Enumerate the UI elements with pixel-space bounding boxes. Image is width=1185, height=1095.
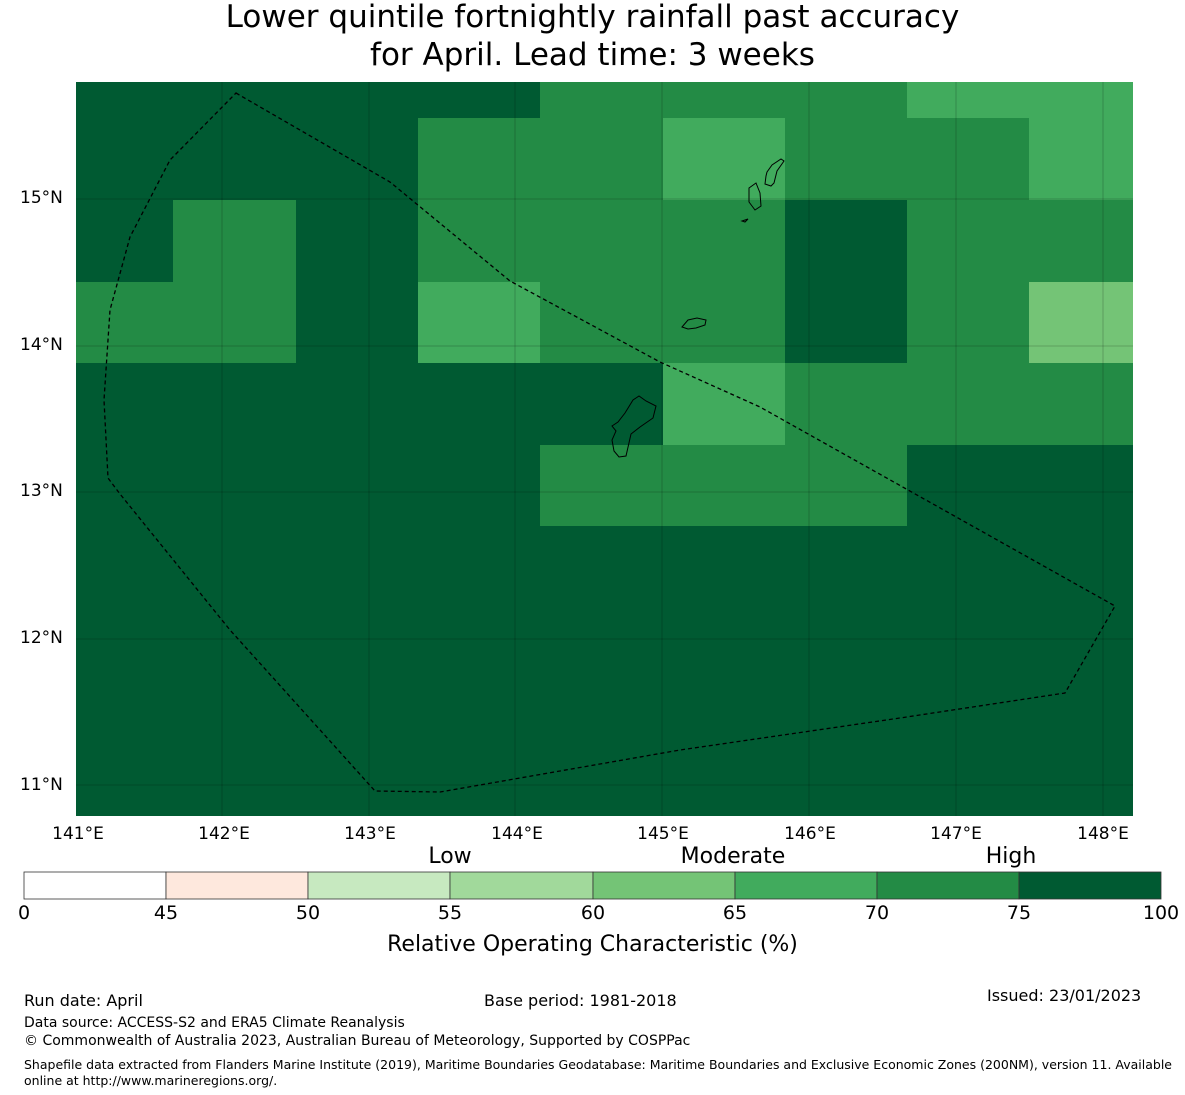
lat-label-14n: 14°N	[20, 335, 63, 355]
colorbar-segment	[1018, 871, 1162, 900]
colorbar-segment	[165, 871, 309, 900]
lon-label-141e: 141°E	[52, 824, 104, 844]
lat-label-15n: 15°N	[20, 188, 63, 208]
map-title-line-1: Lower quintile fortnightly rainfall past…	[225, 0, 960, 35]
colorbar-tick: 60	[580, 902, 606, 924]
colorbar-tick: 70	[864, 902, 890, 924]
colorbar-category-high: High	[985, 844, 1037, 869]
lon-label-148e: 148°E	[1077, 824, 1129, 844]
map-grid-cell	[76, 363, 663, 445]
colorbar	[23, 871, 1162, 900]
lat-label-11n: 11°N	[20, 775, 63, 795]
islands	[611, 158, 785, 458]
map-grid-cell	[907, 282, 1029, 363]
map-grid-cells	[76, 82, 1133, 816]
colorbar-tick: 65	[722, 902, 748, 924]
colorbar-category-moderate: Moderate	[680, 844, 786, 869]
colorbar-category-low: Low	[428, 844, 472, 869]
map-grid-cell	[296, 200, 418, 282]
island-tinian	[748, 182, 762, 211]
island-rota	[681, 317, 707, 330]
lon-label-143e: 143°E	[344, 824, 396, 844]
map-grid-cell	[418, 200, 785, 282]
map-grid-cell	[785, 282, 907, 363]
map-grid-cell	[663, 363, 785, 445]
colorbar-tick: 50	[295, 902, 321, 924]
shapefile-credit: Shapefile data extracted from Flanders M…	[24, 1057, 1172, 1088]
map-grid-cell	[1029, 282, 1133, 363]
map-grid-cell	[907, 82, 1133, 118]
lon-label-145e: 145°E	[637, 824, 689, 844]
map-grid-cell	[296, 282, 418, 363]
map-grid-cell	[76, 282, 296, 363]
lat-label-13n: 13°N	[20, 481, 63, 501]
map-grid-cell	[785, 118, 1029, 200]
colorbar-segment	[307, 871, 451, 900]
map-grid-cell	[540, 82, 907, 118]
map-grid-cell	[785, 200, 907, 282]
map-grid-cell	[1029, 118, 1133, 200]
map-gridlines	[76, 82, 1133, 816]
map-grid-cell	[785, 363, 1133, 445]
lon-label-144e: 144°E	[491, 824, 543, 844]
lon-label-146e: 146°E	[784, 824, 836, 844]
colorbar-segment	[876, 871, 1020, 900]
map-grid-cell	[540, 445, 907, 526]
lon-label-147e: 147°E	[930, 824, 982, 844]
eez-boundary	[103, 92, 1116, 793]
map-grid-cell	[418, 118, 663, 200]
colorbar-title: Relative Operating Characteristic (%)	[387, 932, 798, 957]
map-title-line-2: for April. Lead time: 3 weeks	[370, 37, 815, 73]
colorbar-segment	[592, 871, 736, 900]
colorbar-tick: 75	[1006, 902, 1032, 924]
island-guam	[611, 395, 657, 458]
lon-label-142e: 142°E	[198, 824, 250, 844]
map-grid-cell	[76, 200, 173, 282]
map-grid-cell	[76, 118, 418, 200]
run-date: Run date: April	[24, 991, 143, 1010]
data-source: Data source: ACCESS-S2 and ERA5 Climate …	[24, 1015, 405, 1031]
colorbar-segment	[23, 871, 167, 900]
island-saipan	[764, 158, 785, 187]
colorbar-tick: 100	[1142, 902, 1180, 924]
base-period: Base period: 1981-2018	[484, 991, 677, 1010]
map-grid-cell	[907, 200, 1133, 282]
colorbar-tick: 55	[437, 902, 463, 924]
map-grid-cell	[76, 526, 1133, 816]
map-grid-cell	[907, 445, 1133, 526]
colorbar-tick: 0	[17, 902, 31, 924]
map-grid-cell	[418, 282, 540, 363]
colorbar-segment	[449, 871, 594, 900]
map-grid-cell	[76, 445, 540, 526]
island-aguijan	[740, 218, 749, 223]
map-grid-cell	[540, 282, 785, 363]
copyright: © Commonwealth of Australia 2023, Austra…	[24, 1033, 691, 1049]
colorbar-tick: 45	[153, 902, 179, 924]
map-grid-cell	[173, 200, 296, 282]
map-grid-cell	[76, 82, 540, 118]
map-grid-cell	[663, 118, 785, 200]
colorbar-segment	[734, 871, 878, 900]
issued-date: Issued: 23/01/2023	[987, 986, 1142, 1005]
lat-label-12n: 12°N	[20, 628, 63, 648]
